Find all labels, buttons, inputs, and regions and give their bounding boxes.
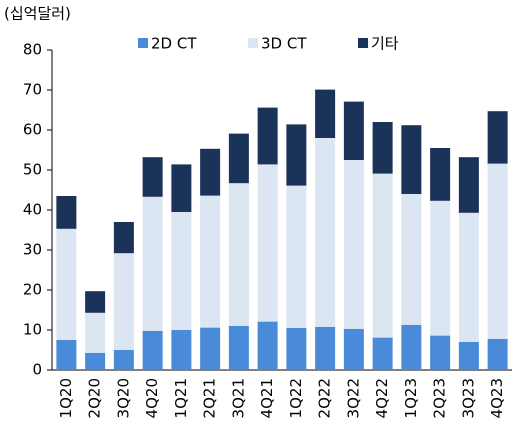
legend-swatch [138, 38, 148, 48]
bar-segment [286, 328, 307, 370]
legend-label: 기타 [371, 35, 399, 53]
bar-segment [113, 253, 134, 350]
x-tick-label: 1Q20 [57, 378, 75, 418]
bar-segment [56, 228, 77, 340]
y-tick-label: 50 [23, 161, 42, 179]
bar-segment [113, 222, 134, 254]
y-tick-label: 30 [23, 241, 42, 259]
legend-swatch [248, 38, 258, 48]
bar-segment [171, 330, 192, 370]
bar-segment [200, 148, 221, 196]
bar-segment [257, 164, 278, 322]
bar-segment [372, 122, 393, 174]
bar-segment [142, 157, 163, 197]
bar-segment [487, 111, 508, 164]
bar-segment [315, 89, 336, 138]
bar-segment [142, 330, 163, 370]
y-tick-label: 0 [32, 361, 42, 379]
y-tick-label: 40 [23, 201, 42, 219]
x-tick-label: 4Q21 [258, 378, 276, 418]
bar-segment [56, 196, 77, 229]
bar-segment [315, 326, 336, 370]
bar-segment [200, 327, 221, 370]
bar-segment [487, 338, 508, 370]
bar-segment [343, 160, 364, 329]
x-tick-label: 3Q20 [114, 378, 132, 418]
bar-segment [257, 107, 278, 165]
bar-segment [228, 183, 249, 326]
bar-segment [458, 157, 479, 213]
bar-segment [113, 350, 134, 370]
bar-segment [430, 335, 451, 370]
x-tick-label: 2Q20 [86, 378, 104, 418]
x-tick-label: 2Q23 [431, 378, 449, 418]
bar-segment [343, 101, 364, 160]
bar-segment [286, 124, 307, 186]
y-unit-label: (십억달러) [4, 5, 71, 23]
x-tick-label: 3Q22 [344, 378, 362, 418]
bar-segment [85, 291, 106, 313]
x-tick-label: 2Q22 [316, 378, 334, 418]
y-tick-label: 80 [23, 41, 42, 59]
x-tick-label: 3Q23 [459, 378, 477, 418]
x-tick-label: 2Q21 [201, 378, 219, 418]
bar-segment [430, 200, 451, 336]
bar-segment [286, 185, 307, 328]
bar-segment [430, 148, 451, 201]
x-tick-label: 1Q22 [287, 378, 305, 418]
legend-swatch [358, 38, 368, 48]
x-tick-label: 4Q22 [373, 378, 391, 418]
bar-segment [401, 194, 422, 325]
y-tick-label: 70 [23, 81, 42, 99]
y-tick-label: 20 [23, 281, 42, 299]
x-tick-label: 1Q23 [402, 378, 420, 418]
bar-segment [85, 312, 106, 353]
bar-segment [487, 163, 508, 339]
bar-segment [372, 337, 393, 370]
bar-segment [200, 195, 221, 328]
bar-segment [171, 164, 192, 212]
bar-segment [142, 196, 163, 331]
bar-segment [315, 138, 336, 327]
bar-segment [85, 352, 106, 370]
legend-label: 3D CT [261, 35, 307, 53]
x-tick-label: 1Q21 [172, 378, 190, 418]
y-tick-label: 60 [23, 121, 42, 139]
x-tick-label: 4Q23 [488, 378, 506, 418]
y-tick-label: 10 [23, 321, 42, 339]
x-tick-label: 4Q20 [143, 378, 161, 418]
bar-segment [171, 212, 192, 330]
bar-segment [458, 342, 479, 370]
bar-segment [228, 326, 249, 370]
bar-segment [343, 328, 364, 370]
bar-segment [401, 125, 422, 194]
bar-segment [401, 324, 422, 370]
x-tick-label: 3Q21 [229, 378, 247, 418]
legend-label: 2D CT [151, 35, 197, 53]
bar-segment [228, 133, 249, 184]
bar-segment [372, 173, 393, 338]
bar-segment [458, 212, 479, 342]
bar-segment [56, 340, 77, 370]
bar-segment [257, 321, 278, 370]
